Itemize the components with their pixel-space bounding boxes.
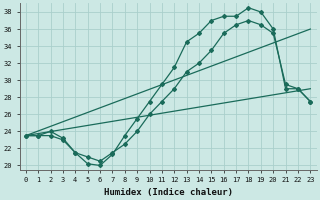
X-axis label: Humidex (Indice chaleur): Humidex (Indice chaleur) (104, 188, 233, 197)
